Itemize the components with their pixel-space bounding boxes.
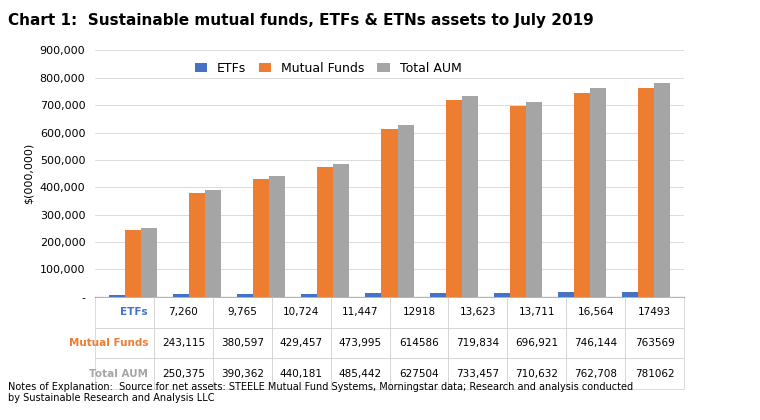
Bar <box>125 230 141 297</box>
Bar <box>429 293 445 297</box>
Bar <box>574 92 590 297</box>
Text: Notes of Explanation:  Source for net assets: STEELE Mutual Fund Systems, Mornin: Notes of Explanation: Source for net ass… <box>8 382 633 403</box>
Bar <box>590 88 606 297</box>
Bar <box>526 102 542 297</box>
Text: Chart 1:  Sustainable mutual funds, ETFs & ETNs assets to July 2019: Chart 1: Sustainable mutual funds, ETFs … <box>8 13 594 28</box>
Bar <box>334 164 350 297</box>
Bar <box>253 179 270 297</box>
Bar <box>509 106 526 297</box>
Bar <box>622 292 638 297</box>
Bar <box>109 295 125 297</box>
Bar <box>189 193 205 297</box>
Legend: ETFs, Mutual Funds, Total AUM: ETFs, Mutual Funds, Total AUM <box>189 57 467 80</box>
Bar <box>461 96 477 297</box>
Bar <box>205 190 221 297</box>
Bar <box>445 100 461 297</box>
Bar <box>382 129 397 297</box>
Bar <box>270 176 286 297</box>
Bar <box>318 167 334 297</box>
Bar <box>493 293 509 297</box>
Bar <box>397 125 413 297</box>
Bar <box>302 294 318 297</box>
Bar <box>173 294 189 297</box>
Bar <box>366 293 382 297</box>
Bar <box>141 228 157 297</box>
Bar <box>638 88 654 297</box>
Bar <box>654 83 670 297</box>
Bar <box>558 292 574 297</box>
Y-axis label: $(000,000): $(000,000) <box>24 143 34 204</box>
Bar <box>237 294 253 297</box>
